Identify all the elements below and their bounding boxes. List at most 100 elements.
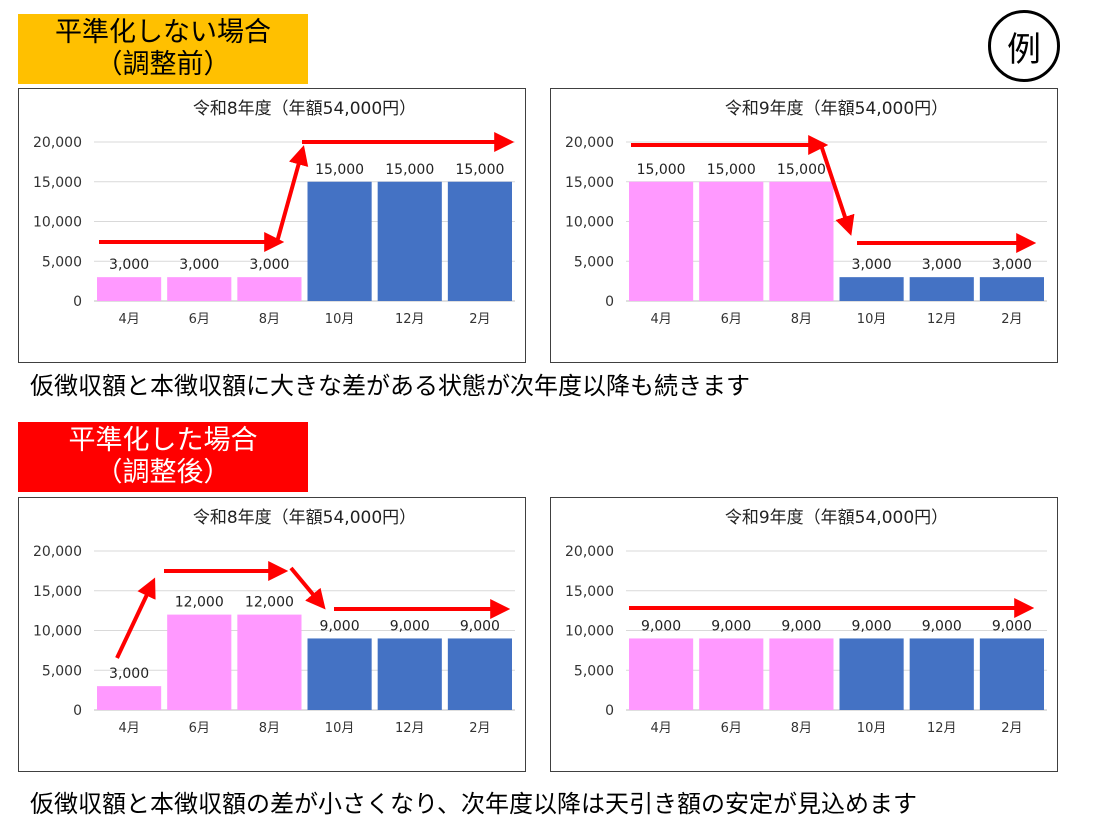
bar	[769, 638, 834, 710]
data-label: 9,000	[922, 618, 962, 634]
chart-title: 令和8年度（年額54,000円）	[193, 99, 416, 119]
after-label-line1: 平準化した場合	[68, 425, 258, 456]
y-tick-label: 0	[605, 294, 614, 310]
x-tick-label: 12月	[395, 312, 425, 327]
y-tick-label: 20,000	[565, 135, 614, 151]
bar	[237, 614, 302, 710]
data-label: 9,000	[781, 618, 821, 634]
bar	[167, 277, 232, 301]
data-label: 15,000	[707, 162, 756, 178]
bar	[839, 638, 904, 710]
x-tick-label: 2月	[1001, 312, 1022, 327]
before-label-line1: 平準化しない場合	[55, 17, 271, 48]
bar	[979, 277, 1044, 301]
chart-title: 令和9年度（年額54,000円）	[725, 99, 948, 119]
bar	[377, 638, 442, 710]
data-label: 15,000	[455, 162, 504, 178]
y-tick-label: 10,000	[33, 624, 82, 640]
bar	[447, 638, 512, 710]
data-label: 3,000	[992, 257, 1032, 273]
bar	[629, 638, 694, 710]
y-tick-label: 5,000	[42, 254, 82, 270]
bar	[307, 181, 372, 301]
y-tick-label: 5,000	[574, 663, 614, 679]
before-label-line2: （調整前）	[95, 49, 231, 80]
y-tick-label: 10,000	[33, 215, 82, 231]
x-tick-label: 4月	[118, 721, 139, 736]
y-tick-label: 10,000	[565, 215, 614, 231]
x-tick-label: 10月	[325, 312, 355, 327]
x-tick-label: 12月	[395, 721, 425, 736]
data-label: 15,000	[315, 162, 364, 178]
data-label: 9,000	[320, 618, 360, 634]
bar	[979, 638, 1044, 710]
bar	[447, 181, 512, 301]
x-tick-label: 12月	[927, 312, 957, 327]
chart-after-r8-plot: 令和8年度（年額54,000円） 0 5,000 10,000 15,000 20,000…	[33, 508, 515, 736]
x-tick-label: 2月	[469, 312, 490, 327]
x-tick-label: 10月	[857, 721, 887, 736]
chart-after-r9: 令和9年度（年額54,000円） 0 5,000 10,000 15,000 20,000…	[550, 497, 1058, 772]
chart-before-r9: 令和9年度（年額54,000円） 0 5,000 10,000 15,000 20,000…	[550, 88, 1058, 363]
data-label: 15,000	[385, 162, 434, 178]
x-tick-label: 8月	[259, 312, 280, 327]
trend-arrow	[819, 144, 855, 236]
bar	[839, 277, 904, 301]
data-label: 9,000	[992, 618, 1032, 634]
y-tick-label: 0	[73, 703, 82, 719]
y-tick-label: 10,000	[565, 624, 614, 640]
y-tick-label: 20,000	[33, 135, 82, 151]
example-badge-text: 例	[1007, 29, 1041, 70]
chart-before-r8: 令和8年度（年額54,000円） 0 5,000 10,000 15,000 20,000…	[18, 88, 526, 363]
bar	[97, 277, 162, 301]
x-tick-label: 8月	[259, 721, 280, 736]
x-tick-label: 6月	[721, 312, 742, 327]
y-tick-label: 0	[605, 703, 614, 719]
bar	[909, 277, 974, 301]
data-label: 9,000	[460, 618, 500, 634]
data-label: 9,000	[852, 618, 892, 634]
x-tick-label: 6月	[189, 721, 210, 736]
x-tick-label: 6月	[721, 721, 742, 736]
example-badge: 例	[988, 10, 1060, 82]
data-label: 3,000	[922, 257, 962, 273]
trend-arrow	[289, 566, 326, 610]
chart-before-r8-plot: 令和8年度（年額54,000円） 0 5,000 10,000 15,000 20,000…	[33, 99, 515, 327]
caption-before: 仮徴収額と本徴収額に大きな差がある状態が次年度以降も続きます	[30, 372, 750, 400]
chart-after-r8: 令和8年度（年額54,000円） 0 5,000 10,000 15,000 20,000…	[18, 497, 526, 772]
chart-title: 令和8年度（年額54,000円）	[193, 508, 416, 528]
x-tick-label: 4月	[118, 312, 139, 327]
y-tick-label: 0	[73, 294, 82, 310]
after-adjustment-label: 平準化した場合 （調整後）	[18, 422, 308, 492]
x-tick-label: 4月	[650, 721, 671, 736]
chart-after-r9-plot: 令和9年度（年額54,000円） 0 5,000 10,000 15,000 20,000…	[565, 508, 1047, 736]
y-tick-label: 15,000	[33, 584, 82, 600]
y-tick-label: 5,000	[574, 254, 614, 270]
x-tick-label: 10月	[325, 721, 355, 736]
x-tick-label: 2月	[1001, 721, 1022, 736]
data-label: 9,000	[641, 618, 681, 634]
x-tick-label: 2月	[469, 721, 490, 736]
bar	[307, 638, 372, 710]
trend-arrow	[275, 145, 309, 243]
bar	[377, 181, 442, 301]
data-label: 3,000	[179, 257, 219, 273]
y-tick-label: 15,000	[565, 175, 614, 191]
data-label: 3,000	[249, 257, 289, 273]
bar	[769, 181, 834, 301]
x-tick-label: 6月	[189, 312, 210, 327]
data-label: 3,000	[852, 257, 892, 273]
before-adjustment-label: 平準化しない場合 （調整前）	[18, 14, 308, 84]
data-label: 3,000	[109, 257, 149, 273]
chart-before-r9-plot: 令和9年度（年額54,000円） 0 5,000 10,000 15,000 20,000…	[565, 99, 1047, 327]
bar	[699, 638, 764, 710]
bar	[629, 181, 694, 301]
data-label: 12,000	[245, 595, 294, 611]
y-tick-label: 15,000	[33, 175, 82, 191]
y-tick-label: 15,000	[565, 584, 614, 600]
data-label: 15,000	[637, 162, 686, 178]
data-label: 15,000	[777, 162, 826, 178]
x-tick-label: 8月	[791, 312, 812, 327]
x-tick-label: 12月	[927, 721, 957, 736]
data-label: 12,000	[175, 595, 224, 611]
